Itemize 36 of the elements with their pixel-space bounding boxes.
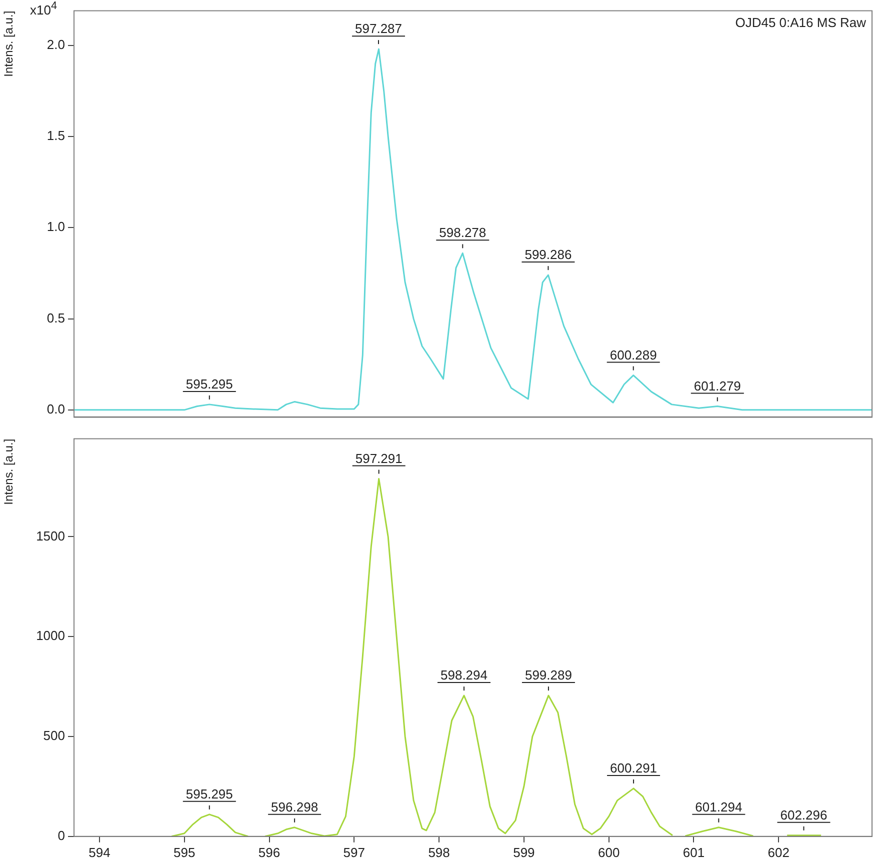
y-tick-label: 0.5 bbox=[46, 310, 65, 326]
annotation: 600.289 bbox=[610, 347, 657, 362]
y-tick-label: 1.0 bbox=[46, 219, 65, 234]
x-tick-label: 595 bbox=[174, 844, 196, 860]
y-tick-label: 500 bbox=[43, 728, 65, 744]
annotation: 597.287 bbox=[355, 21, 402, 36]
x-tick-label: 601 bbox=[682, 844, 705, 860]
annotation: 595.295 bbox=[186, 376, 233, 392]
x-tick-label: 596 bbox=[258, 844, 280, 860]
x-tick-label: 600 bbox=[598, 844, 620, 860]
annotation: 597.291 bbox=[355, 450, 402, 466]
x-tick-label: 598 bbox=[428, 844, 450, 860]
annotation: 596.298 bbox=[271, 799, 318, 814]
annotation: 602.296 bbox=[780, 807, 828, 822]
y-tick-label: 1000 bbox=[36, 628, 65, 644]
y-tick-label: 0 bbox=[58, 828, 65, 843]
x-tick-label: 599 bbox=[513, 844, 535, 860]
annotation: 599.286 bbox=[524, 247, 572, 262]
annotation: 600.291 bbox=[610, 760, 658, 776]
x-tick-label: 597 bbox=[343, 844, 365, 860]
annotation: 598.278 bbox=[439, 225, 486, 240]
annotation: OJD45 0:A16 MS Raw bbox=[735, 14, 867, 30]
annotation: 595.295 bbox=[186, 786, 233, 802]
text: x10$^{4}$ bbox=[30, 0, 57, 18]
y-tick-label: 2.0 bbox=[46, 37, 65, 52]
annotation: 599.289 bbox=[524, 668, 572, 683]
y-tick-label: 1500 bbox=[36, 528, 65, 544]
y-tick-label: 1.5 bbox=[46, 128, 65, 144]
x-tick-label: 602 bbox=[768, 844, 790, 860]
y-tick-label: 0.0 bbox=[46, 401, 65, 416]
y-axis-title: Intens. [a.u.] bbox=[2, 438, 16, 505]
annotation: 601.294 bbox=[695, 799, 742, 814]
y-axis-title: Intens. [a.u.] bbox=[2, 10, 16, 77]
annotation: 598.294 bbox=[440, 668, 488, 683]
x-tick-label: 594 bbox=[88, 844, 110, 860]
annotation: 601.279 bbox=[694, 378, 741, 394]
